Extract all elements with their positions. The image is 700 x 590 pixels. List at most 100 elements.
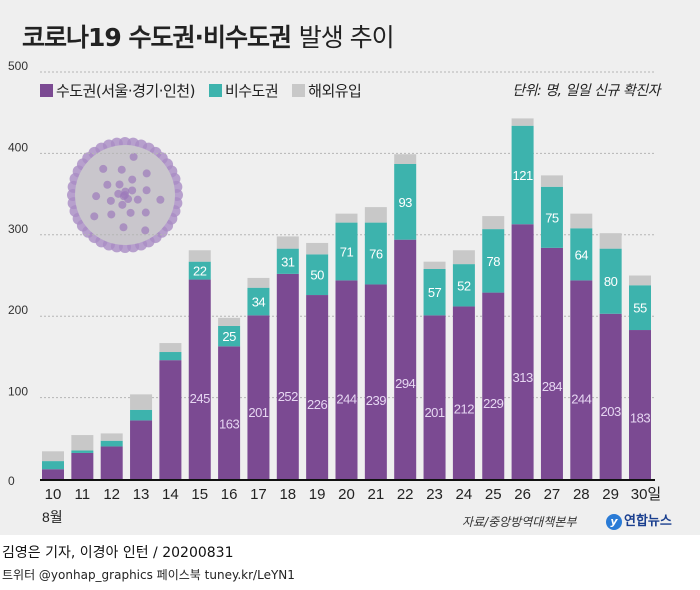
legend-item-non-capital: 비수도권 — [208, 80, 279, 101]
virus-spike — [141, 208, 150, 217]
bar-capital — [452, 306, 475, 479]
bar-overseas — [482, 216, 505, 230]
bar-overseas — [71, 435, 94, 451]
virus-spike — [156, 195, 165, 204]
bar-non-capital — [364, 222, 387, 285]
data-label: 80 — [604, 274, 618, 289]
bar-overseas — [335, 213, 358, 223]
bar-non-capital — [130, 409, 153, 421]
x-tick-label: 17 — [250, 486, 267, 503]
virus-spike — [115, 180, 124, 189]
data-label: 52 — [457, 278, 471, 293]
yonhap-logo-icon: y — [606, 514, 622, 530]
data-label: 93 — [398, 195, 412, 210]
data-label: 201 — [248, 405, 268, 420]
data-label: 203 — [601, 404, 621, 419]
bar-non-capital — [540, 186, 563, 248]
virus-spike — [129, 152, 138, 161]
bar-non-capital — [276, 248, 299, 274]
x-tick-label: 12 — [103, 486, 120, 503]
data-label: 71 — [340, 244, 354, 259]
virus-spike — [128, 186, 137, 195]
virus-spike — [92, 192, 101, 201]
virus-spike — [128, 175, 137, 184]
x-sublabel: 8월 — [42, 509, 63, 525]
data-label: 78 — [487, 254, 501, 269]
x-tick-label: 19 — [309, 486, 326, 503]
virus-spike — [99, 164, 108, 173]
bar-non-capital — [159, 352, 182, 361]
bar-overseas — [599, 233, 622, 249]
data-label: 244 — [571, 392, 591, 407]
bar-non-capital — [452, 264, 475, 307]
virus-spike — [114, 189, 123, 198]
data-label: 64 — [575, 247, 589, 262]
bar-non-capital — [423, 268, 446, 316]
virus-spike — [121, 187, 130, 196]
y-tick-label: 100 — [8, 385, 28, 399]
bar-overseas — [452, 250, 475, 265]
bar-overseas — [276, 236, 299, 249]
data-label: 226 — [307, 397, 327, 412]
x-tick-label: 14 — [162, 486, 179, 503]
bar-overseas — [218, 317, 241, 326]
data-label: 22 — [193, 264, 207, 279]
data-label: 239 — [366, 393, 386, 408]
bar-capital — [130, 420, 153, 479]
bar-capital — [423, 315, 446, 479]
x-tick-label: 20 — [338, 486, 355, 503]
bar-overseas — [423, 261, 446, 269]
bar-capital — [188, 279, 211, 479]
x-tick-label: 23 — [426, 486, 443, 503]
x-tick-label: 27 — [544, 486, 561, 503]
x-tick-label: 11 — [75, 486, 91, 503]
bar-non-capital — [629, 285, 651, 331]
social-line: 트위터 @yonhap_graphics 페이스북 tuney.kr/LeYN1 — [2, 568, 295, 582]
bar-capital — [482, 292, 505, 479]
x-tick-label: 22 — [397, 486, 414, 503]
bar-overseas — [364, 207, 387, 223]
virus-spike — [126, 208, 135, 217]
data-label: 163 — [219, 417, 239, 432]
bar-overseas — [570, 213, 593, 229]
y-tick-label: 300 — [8, 222, 28, 236]
data-label: 34 — [252, 295, 266, 310]
data-label: 313 — [512, 370, 532, 385]
x-tick-label: 29 — [602, 486, 619, 503]
virus-spike — [103, 180, 112, 189]
bar-non-capital — [71, 450, 94, 453]
x-tick-label: 28 — [573, 486, 590, 503]
y-tick-label: 200 — [8, 303, 28, 317]
data-label: 252 — [278, 389, 298, 404]
data-label: 229 — [483, 396, 503, 411]
data-label: 75 — [545, 210, 559, 225]
bar-capital — [247, 315, 270, 479]
bar-capital — [306, 295, 329, 479]
bar-non-capital — [100, 440, 123, 447]
data-label: 201 — [424, 405, 444, 420]
bar-capital — [570, 280, 593, 479]
data-label: 76 — [369, 247, 383, 262]
virus-spike — [107, 210, 116, 219]
legend-item-capital: 수도권(서울·경기·인천) — [40, 80, 195, 101]
bar-capital — [335, 280, 358, 479]
x-tick-label: 16 — [221, 486, 238, 503]
y-tick-label: 500 — [8, 59, 28, 73]
bar-non-capital — [188, 261, 211, 280]
yonhap-logo: y 연합뉴스 — [606, 510, 672, 530]
x-tick-label: 21 — [368, 486, 385, 503]
x-tick-label: 26 — [514, 486, 531, 503]
bar-capital — [394, 239, 417, 479]
bar-non-capital — [394, 163, 417, 240]
virus-spike — [117, 165, 126, 174]
data-label: 245 — [190, 391, 210, 406]
bar-capital — [629, 330, 651, 479]
bar-capital — [276, 273, 299, 479]
bar-capital — [540, 247, 563, 479]
y-tick-label: 400 — [8, 140, 28, 154]
legend: 수도권(서울·경기·인천) 비수도권 해외유입 — [40, 80, 362, 101]
virus-spike — [142, 169, 151, 178]
data-label: 212 — [454, 401, 474, 416]
bar-non-capital — [335, 222, 358, 281]
